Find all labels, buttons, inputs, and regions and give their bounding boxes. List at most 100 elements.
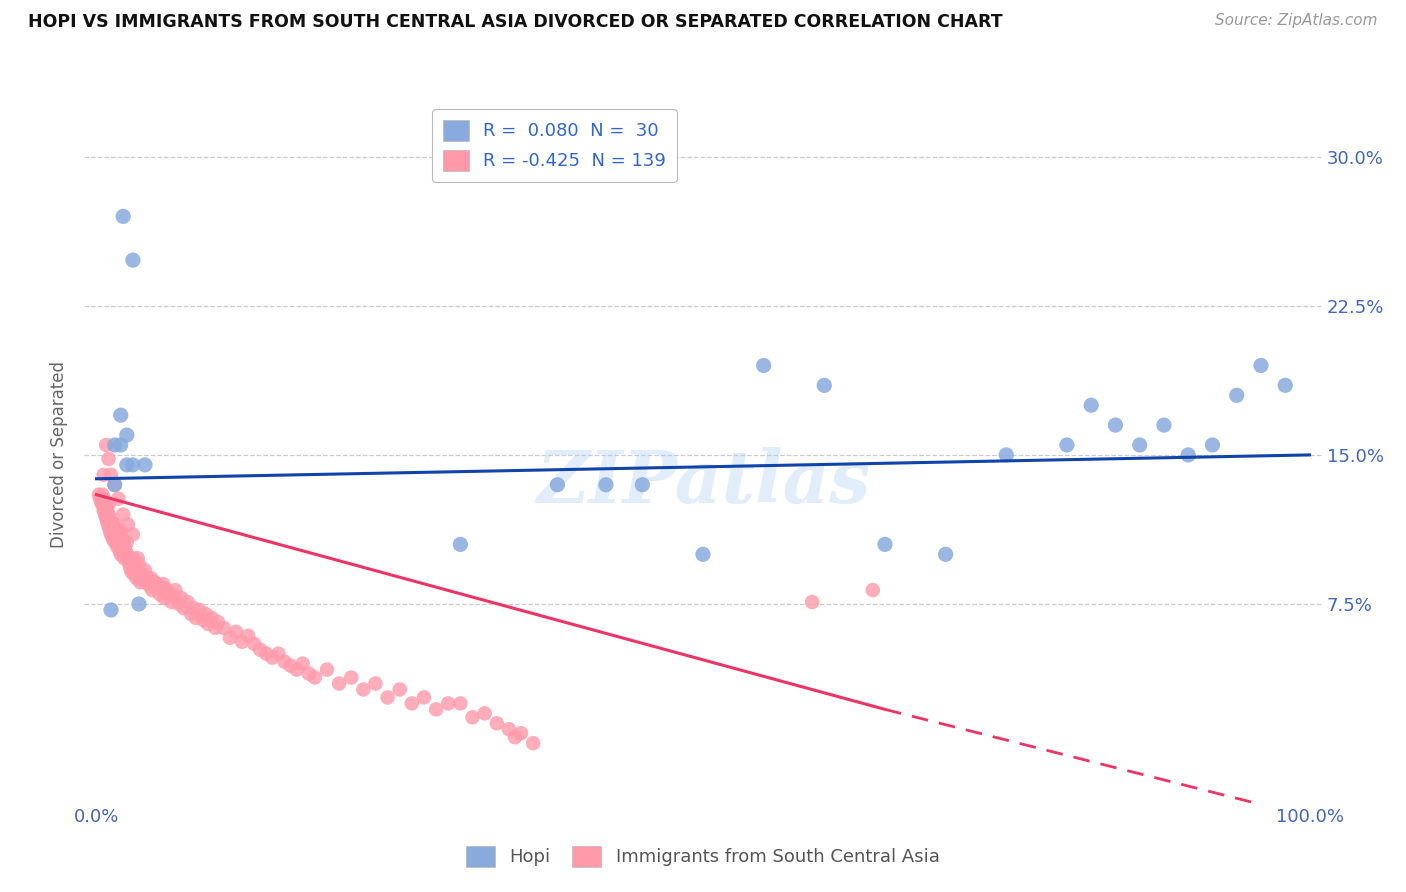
Point (94, 508, 117, 522)
Point (96, 438, 118, 452)
Point (862, 583, 884, 598)
Point (125, 571, 148, 585)
Point (128, 571, 150, 585)
Point (121, 565, 143, 579)
Point (139, 579, 162, 593)
Point (98, 524, 121, 538)
Point (89, 491, 111, 506)
Point (163, 589, 186, 603)
Point (510, 726, 533, 740)
Point (112, 551, 135, 566)
Point (194, 607, 217, 621)
Point (127, 551, 149, 566)
Point (1080, 398, 1102, 412)
Point (128, 558, 150, 572)
Point (173, 601, 195, 615)
Point (1250, 359, 1272, 373)
Point (139, 571, 162, 585)
Point (595, 477, 617, 491)
Point (631, 477, 654, 491)
Point (1177, 448, 1199, 462)
Point (1056, 438, 1078, 452)
Point (115, 458, 138, 472)
Text: Source: ZipAtlas.com: Source: ZipAtlas.com (1215, 13, 1378, 29)
Point (104, 532, 127, 546)
Point (364, 676, 387, 690)
Point (267, 647, 290, 661)
Point (104, 477, 127, 491)
Point (503, 730, 526, 744)
Point (243, 637, 266, 651)
Point (995, 448, 1018, 462)
Point (97, 519, 120, 533)
Point (105, 540, 128, 554)
Point (160, 595, 183, 609)
Point (122, 567, 145, 582)
Point (110, 438, 132, 452)
Point (254, 647, 277, 661)
Point (152, 577, 174, 591)
Point (112, 508, 135, 522)
Text: HOPI VS IMMIGRANTS FROM SOUTH CENTRAL ASIA DIVORCED OR SEPARATED CORRELATION CHA: HOPI VS IMMIGRANTS FROM SOUTH CENTRAL AS… (28, 13, 1002, 31)
Point (96, 503, 118, 517)
Point (461, 710, 484, 724)
Point (131, 567, 153, 582)
Point (193, 613, 215, 627)
Point (401, 697, 423, 711)
Point (184, 611, 207, 625)
Point (100, 527, 122, 541)
Point (873, 537, 896, 551)
Point (262, 650, 284, 665)
Point (115, 547, 138, 561)
Point (546, 477, 568, 491)
Point (131, 571, 153, 585)
Point (148, 587, 170, 601)
Legend: R =  0.080  N =  30, R = -0.425  N = 139: R = 0.080 N = 30, R = -0.425 N = 139 (433, 109, 676, 181)
Point (122, 253, 145, 268)
Point (692, 547, 714, 561)
Point (280, 658, 302, 673)
Point (212, 621, 235, 635)
Point (105, 527, 128, 541)
Point (522, 736, 544, 750)
Point (112, 547, 135, 561)
Point (498, 723, 520, 737)
Point (122, 458, 145, 472)
Point (96, 500, 118, 514)
Point (167, 597, 190, 611)
Point (935, 547, 957, 561)
Point (115, 535, 138, 549)
Point (134, 563, 156, 577)
Point (93, 491, 115, 506)
Point (103, 533, 125, 548)
Point (112, 210, 135, 224)
Point (1274, 378, 1296, 392)
Point (87, 488, 110, 502)
Point (449, 697, 471, 711)
Point (96, 511, 118, 525)
Point (107, 524, 129, 538)
Point (176, 595, 198, 609)
Point (273, 655, 295, 669)
Point (100, 603, 122, 617)
Point (225, 624, 247, 639)
Point (146, 577, 169, 591)
Point (108, 532, 131, 546)
Point (340, 671, 363, 685)
Point (474, 706, 496, 721)
Point (328, 676, 350, 690)
Point (1201, 438, 1223, 452)
Point (156, 583, 179, 598)
Point (377, 690, 399, 705)
Text: ZIPatlas: ZIPatlas (536, 447, 870, 518)
Point (97, 508, 120, 522)
Point (183, 601, 205, 615)
Point (110, 535, 132, 549)
Point (150, 581, 173, 595)
Point (103, 521, 125, 535)
Point (425, 702, 447, 716)
Point (97, 498, 120, 512)
Point (112, 540, 135, 554)
Point (134, 458, 156, 472)
Point (207, 615, 229, 629)
